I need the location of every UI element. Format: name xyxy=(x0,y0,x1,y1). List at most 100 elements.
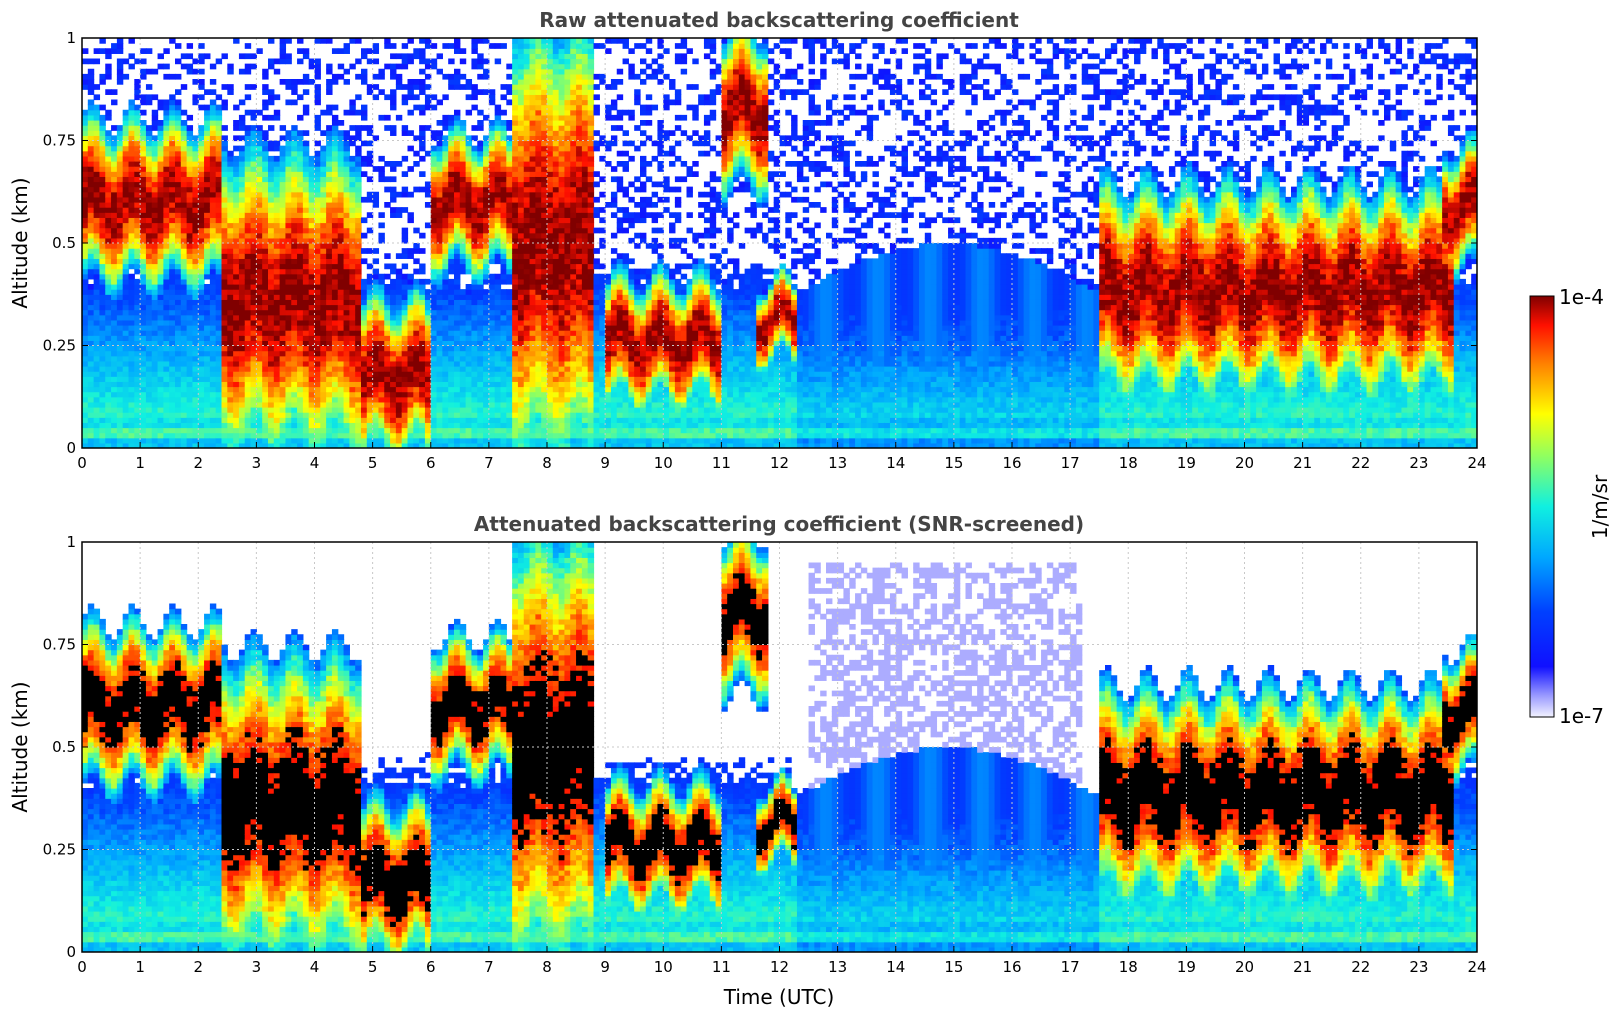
heatmap-cell xyxy=(233,191,240,198)
heatmap-cell xyxy=(82,207,89,213)
heatmap-cell xyxy=(471,222,478,229)
heatmap-cell xyxy=(314,237,321,244)
heatmap-cell xyxy=(308,273,316,280)
heatmap-cell xyxy=(436,278,443,285)
heatmap-cell xyxy=(320,150,327,157)
heatmap-cell xyxy=(517,202,525,208)
heatmap-cell xyxy=(337,314,345,321)
heatmap-cell xyxy=(320,376,327,382)
heatmap-cell xyxy=(204,176,211,183)
heatmap-cell xyxy=(273,58,281,65)
heatmap-cell xyxy=(308,335,316,341)
heatmap-cell xyxy=(285,53,292,60)
heatmap-cell xyxy=(151,422,159,429)
heatmap-cell xyxy=(361,325,368,331)
heatmap-cell xyxy=(465,176,473,183)
heatmap-cell xyxy=(87,401,95,408)
heatmap-cell xyxy=(111,243,118,249)
heatmap-cell xyxy=(331,299,339,306)
heatmap-cell xyxy=(262,278,269,285)
heatmap-cell xyxy=(233,412,240,418)
heatmap-cell xyxy=(93,130,101,136)
heatmap-cell xyxy=(145,130,153,136)
heatmap-cell xyxy=(506,73,513,80)
heatmap-cell xyxy=(459,299,467,306)
heatmap-cell xyxy=(163,212,170,218)
heatmap-cell xyxy=(204,319,211,326)
heatmap-cell xyxy=(500,161,507,167)
heatmap-cell xyxy=(134,130,141,136)
heatmap-cell xyxy=(512,181,519,188)
heatmap-cell xyxy=(180,340,188,347)
heatmap-cell xyxy=(238,319,246,326)
heatmap-cell xyxy=(204,376,211,382)
heatmap-cell xyxy=(111,345,118,352)
heatmap-cell xyxy=(250,284,257,290)
heatmap-cell xyxy=(221,335,228,341)
heatmap-cell xyxy=(221,360,228,367)
heatmap-cell xyxy=(523,314,531,321)
heatmap-cell xyxy=(157,263,164,270)
heatmap-cell xyxy=(384,273,391,280)
heatmap-cell xyxy=(157,191,164,198)
heatmap-cell xyxy=(140,237,147,244)
heatmap-cell xyxy=(111,176,118,183)
heatmap-cell xyxy=(308,258,316,265)
heatmap-cell xyxy=(273,161,281,167)
heatmap-cell xyxy=(384,340,391,347)
heatmap-cell xyxy=(337,432,345,439)
heatmap-cell xyxy=(436,237,443,244)
heatmap-cell xyxy=(105,176,112,183)
heatmap-cell xyxy=(128,422,135,429)
heatmap-cell xyxy=(424,314,432,321)
heatmap-cell xyxy=(204,391,211,398)
heatmap-cell xyxy=(506,330,513,336)
heatmap-cell xyxy=(291,155,298,162)
heatmap-cell xyxy=(454,381,461,388)
heatmap-cell xyxy=(157,330,164,336)
heatmap-cell xyxy=(424,340,432,347)
heatmap-cell xyxy=(238,289,246,295)
heatmap-cell xyxy=(192,232,199,239)
heatmap-cell xyxy=(291,212,298,218)
heatmap-cell xyxy=(320,222,327,229)
heatmap-cell xyxy=(331,371,339,377)
heatmap-cell xyxy=(256,319,263,326)
heatmap-cell xyxy=(494,289,502,295)
heatmap-cell xyxy=(157,376,164,382)
heatmap-cell xyxy=(192,196,199,203)
heatmap-cell xyxy=(326,222,333,229)
heatmap-cell xyxy=(233,417,240,423)
heatmap-cell xyxy=(268,145,275,152)
heatmap-cell xyxy=(186,217,194,224)
heatmap-cell xyxy=(180,63,188,70)
heatmap-cell xyxy=(221,309,228,316)
heatmap-cell xyxy=(419,135,426,142)
heatmap-cell xyxy=(233,381,240,388)
heatmap-cell xyxy=(262,227,269,234)
heatmap-cell xyxy=(430,299,438,306)
heatmap-cell xyxy=(320,109,327,116)
heatmap-cell xyxy=(198,366,205,372)
heatmap-cell xyxy=(99,386,106,393)
heatmap-cell xyxy=(105,171,112,177)
heatmap-cell xyxy=(471,243,478,249)
heatmap-cell xyxy=(500,176,507,183)
heatmap-cell xyxy=(488,304,496,311)
heatmap-cell xyxy=(407,273,414,280)
heatmap-cell xyxy=(320,401,327,408)
heatmap-cell xyxy=(436,386,443,393)
heatmap-cell xyxy=(488,227,496,234)
heatmap-cell xyxy=(494,202,502,208)
heatmap-cell xyxy=(279,345,287,352)
heatmap-cell xyxy=(175,376,182,382)
heatmap-cell xyxy=(244,340,252,347)
heatmap-cell xyxy=(221,268,228,275)
heatmap-cell xyxy=(186,181,194,188)
heatmap-cell xyxy=(111,248,118,254)
heatmap-cell xyxy=(326,207,333,213)
heatmap-cell xyxy=(273,186,281,193)
heatmap-cell xyxy=(204,166,211,172)
heatmap-cell xyxy=(459,253,467,259)
heatmap-cell xyxy=(419,289,426,295)
